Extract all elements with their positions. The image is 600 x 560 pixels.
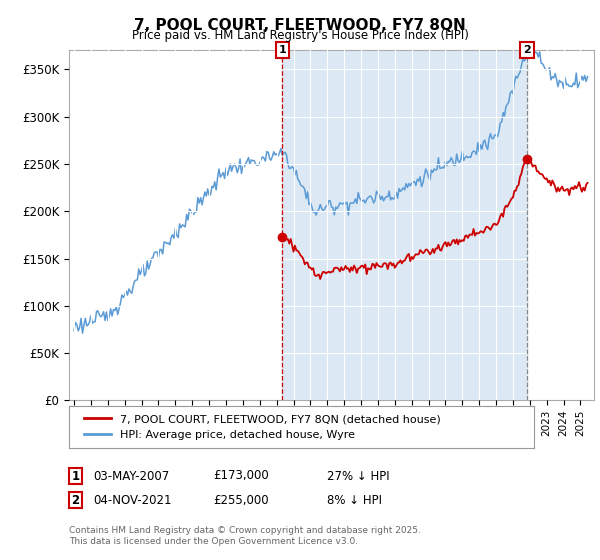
Legend: 7, POOL COURT, FLEETWOOD, FY7 8QN (detached house), HPI: Average price, detached: 7, POOL COURT, FLEETWOOD, FY7 8QN (detac… — [79, 410, 446, 444]
Text: 03-MAY-2007: 03-MAY-2007 — [93, 469, 169, 483]
Text: 2: 2 — [523, 45, 531, 55]
Text: Price paid vs. HM Land Registry's House Price Index (HPI): Price paid vs. HM Land Registry's House … — [131, 29, 469, 42]
Text: 04-NOV-2021: 04-NOV-2021 — [93, 493, 172, 507]
Text: 1: 1 — [71, 469, 80, 483]
Text: £173,000: £173,000 — [213, 469, 269, 483]
Text: 2: 2 — [71, 493, 80, 507]
Text: 1: 1 — [278, 45, 286, 55]
Text: 27% ↓ HPI: 27% ↓ HPI — [327, 469, 389, 483]
Bar — [282, 50, 527, 400]
Text: £255,000: £255,000 — [213, 493, 269, 507]
Text: Contains HM Land Registry data © Crown copyright and database right 2025.
This d: Contains HM Land Registry data © Crown c… — [69, 526, 421, 546]
Text: 7, POOL COURT, FLEETWOOD, FY7 8QN: 7, POOL COURT, FLEETWOOD, FY7 8QN — [134, 18, 466, 34]
Text: 8% ↓ HPI: 8% ↓ HPI — [327, 493, 382, 507]
